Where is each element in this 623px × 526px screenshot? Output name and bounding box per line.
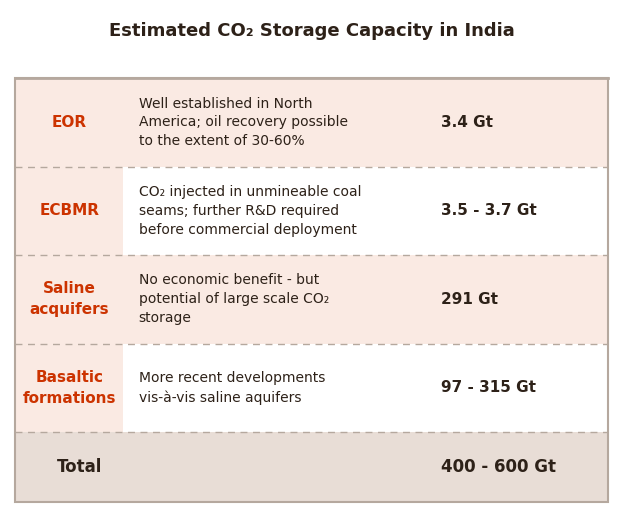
Text: Estimated CO₂ Storage Capacity in India: Estimated CO₂ Storage Capacity in India: [108, 23, 515, 41]
Text: CO₂ injected in unmineable coal
seams; further R&D required
before commercial de: CO₂ injected in unmineable coal seams; f…: [138, 185, 361, 237]
Text: ECBMR: ECBMR: [39, 204, 99, 218]
Bar: [15, 78, 123, 167]
Bar: [123, 78, 608, 167]
Text: Total: Total: [57, 458, 102, 476]
Text: 400 - 600 Gt: 400 - 600 Gt: [441, 458, 556, 476]
Bar: [123, 255, 608, 343]
Text: Basaltic
formations: Basaltic formations: [22, 370, 116, 406]
Text: Well established in North
America; oil recovery possible
to the extent of 30-60%: Well established in North America; oil r…: [138, 97, 348, 148]
Bar: [123, 167, 608, 255]
Text: 97 - 315 Gt: 97 - 315 Gt: [441, 380, 536, 396]
Bar: [15, 343, 123, 432]
Bar: [123, 343, 608, 432]
Text: No economic benefit - but
potential of large scale CO₂
storage: No economic benefit - but potential of l…: [138, 274, 329, 326]
Bar: [15, 78, 608, 502]
Bar: [15, 432, 608, 502]
Text: More recent developments
vis-à-vis saline aquifers: More recent developments vis-à-vis salin…: [138, 371, 325, 404]
Text: Saline
acquifers: Saline acquifers: [29, 281, 109, 317]
Bar: [15, 255, 123, 343]
Text: 291 Gt: 291 Gt: [441, 292, 498, 307]
Text: 3.5 - 3.7 Gt: 3.5 - 3.7 Gt: [441, 204, 537, 218]
Text: EOR: EOR: [52, 115, 87, 130]
Bar: [15, 167, 123, 255]
Text: 3.4 Gt: 3.4 Gt: [441, 115, 493, 130]
